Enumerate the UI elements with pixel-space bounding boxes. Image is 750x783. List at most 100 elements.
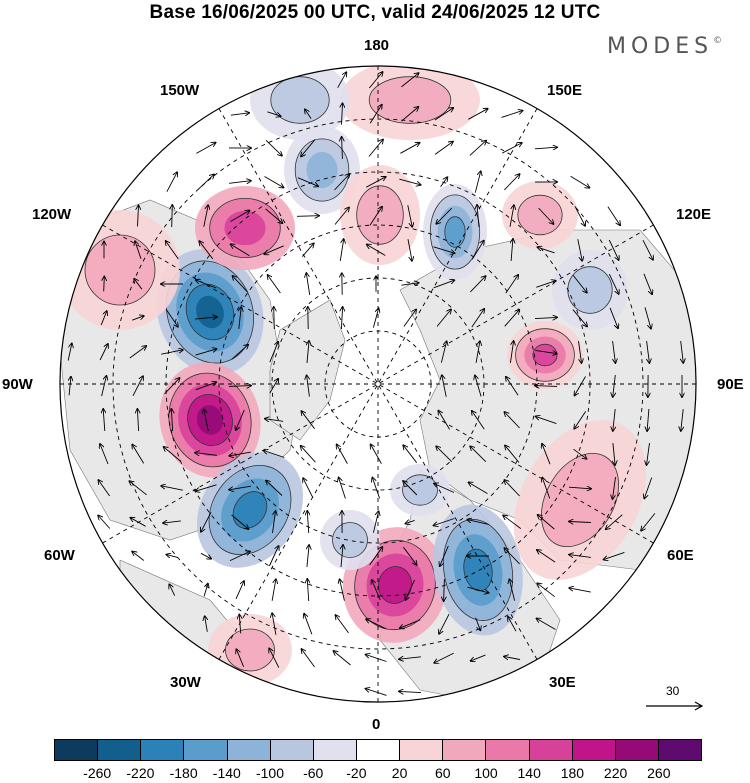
wind-vector xyxy=(647,408,649,431)
wind-vector xyxy=(134,279,143,290)
wind-vector xyxy=(537,619,556,630)
wind-vector xyxy=(613,477,616,499)
colorbar-swatch xyxy=(270,740,314,760)
wind-vector xyxy=(231,244,250,257)
wind-vector xyxy=(503,515,522,529)
wind-vector xyxy=(266,481,283,496)
wind-vector xyxy=(269,648,280,668)
anomaly-contour xyxy=(225,628,275,672)
wind-vector xyxy=(403,481,418,496)
wind-vector xyxy=(166,172,177,192)
polar-stereographic-map xyxy=(59,65,697,703)
wind-vector xyxy=(196,280,217,289)
wind-vector xyxy=(231,345,248,360)
wind-vector xyxy=(401,107,419,122)
lon-label-90e: 90E xyxy=(717,376,744,393)
wind-vector xyxy=(400,143,419,154)
colorbar-swatch xyxy=(55,740,99,760)
wind-vector xyxy=(647,443,650,465)
wind-vector xyxy=(306,273,311,295)
wind-vector xyxy=(470,276,485,293)
wind-vector xyxy=(337,444,348,464)
wind-vector xyxy=(407,205,412,227)
wind-vector xyxy=(475,341,480,363)
wind-vector xyxy=(164,447,181,462)
wind-vector xyxy=(536,416,557,425)
wind-vector xyxy=(132,445,145,464)
lon-label-150e: 150E xyxy=(547,82,583,99)
wind-vector xyxy=(98,480,110,497)
wind-vector xyxy=(229,451,251,456)
wind-vector xyxy=(197,174,214,190)
wind-vector xyxy=(341,307,342,330)
wind-vector xyxy=(606,514,623,530)
wind-vector xyxy=(535,386,558,387)
wind-vector xyxy=(372,478,381,499)
wind-vector xyxy=(577,239,582,261)
wind-vector xyxy=(98,516,111,529)
latitude-circle xyxy=(112,118,644,650)
lon-label-120w: 120W xyxy=(32,206,72,223)
wind-vector xyxy=(433,246,455,253)
wind-vector xyxy=(239,615,240,634)
wind-vector xyxy=(264,451,285,458)
wind-vector xyxy=(644,477,653,499)
meridian-line xyxy=(218,108,538,660)
wind-vector xyxy=(104,277,105,292)
wind-vector xyxy=(403,546,416,565)
wind-vector xyxy=(509,341,513,363)
wind-vector xyxy=(334,208,349,225)
anomaly-contour xyxy=(532,343,558,367)
reference-vector-label: 30 xyxy=(666,684,680,698)
wind-vector xyxy=(369,105,382,124)
wind-vector xyxy=(470,446,487,463)
wind-vector xyxy=(67,344,72,361)
wind-vector xyxy=(132,316,144,321)
wind-vector xyxy=(204,409,209,431)
wind-vector xyxy=(196,143,215,154)
meridian-line xyxy=(218,108,538,660)
lon-label-30e: 30E xyxy=(549,674,576,691)
graticule-lines xyxy=(60,66,696,702)
wind-vector xyxy=(372,580,381,601)
wind-vector xyxy=(538,247,555,254)
wind-vector xyxy=(407,239,412,261)
wind-vector xyxy=(505,446,520,463)
anomaly-contour xyxy=(332,522,368,558)
modes-logo: MODES© xyxy=(607,34,723,59)
wind-vector xyxy=(538,207,554,224)
wind-vector xyxy=(607,206,620,225)
wind-vector xyxy=(534,147,557,149)
wind-vector xyxy=(337,72,347,88)
colorbar-swatch xyxy=(658,740,702,760)
lon-label-120e: 120E xyxy=(676,206,712,223)
colorbar-tick-label: 20 xyxy=(391,765,408,781)
wind-vector xyxy=(371,444,382,464)
wind-vector xyxy=(103,409,105,432)
wind-vector xyxy=(172,205,173,228)
wind-vector xyxy=(166,555,178,558)
wind-vector xyxy=(406,579,415,600)
wind-vector xyxy=(440,545,449,566)
colorbar-tick-label: 260 xyxy=(647,765,671,781)
colorbar-tick-label: -260 xyxy=(83,765,112,781)
wind-vector xyxy=(504,412,520,429)
wind-vector xyxy=(163,521,181,523)
colorbar-tick-label: -20 xyxy=(346,765,367,781)
wind-vector xyxy=(366,177,385,188)
colorbar-tick-label: 180 xyxy=(560,765,585,781)
wind-vector xyxy=(200,552,211,558)
wind-vector xyxy=(342,137,343,160)
anomaly-contour xyxy=(517,194,563,236)
latitude-circle xyxy=(218,224,538,544)
wind-vectors xyxy=(67,72,683,696)
wind-vector xyxy=(229,181,251,184)
anomaly-field xyxy=(60,66,696,702)
wind-vector xyxy=(477,205,479,228)
colorbar-swatch xyxy=(486,740,530,760)
wind-vector xyxy=(468,109,487,120)
wind-vector xyxy=(229,485,251,490)
wind-vector xyxy=(340,579,345,601)
wind-vector xyxy=(440,177,448,188)
wind-vector xyxy=(436,310,451,327)
